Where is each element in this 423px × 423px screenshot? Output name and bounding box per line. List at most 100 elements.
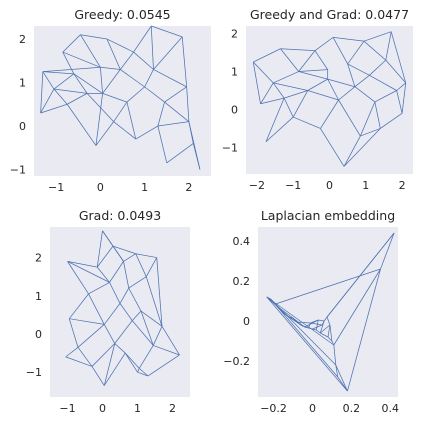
graph-edge [128,287,142,312]
graph-edge [164,86,187,103]
graph-edge [338,99,361,137]
graph-edge [156,257,163,327]
graph-edge [62,51,75,74]
graph-edge [380,112,403,129]
x-tick-label: 1 [141,181,148,194]
graph-edge [275,268,381,305]
y-tick-label: 1 [19,77,26,90]
grad-network-panel: Grad: 0.0493 −1 0 1 2 −1 0 1 2 [26,208,190,415]
graph-edge [284,90,308,99]
graph-edge [347,268,381,392]
graph-edge [312,328,317,331]
graph-edge [86,93,114,122]
graph-edge [88,282,110,295]
graph-edge [157,101,165,127]
graph-edge [292,90,309,118]
graph-edge [314,37,334,51]
graph-edge [181,36,188,87]
graph-edge [91,366,105,386]
graph-edge [103,343,116,386]
panel-title: Laplacian embedding [261,208,395,223]
y-tick-label: −1 [222,141,238,154]
graph-edge [312,324,323,330]
graph-edge [123,253,136,262]
y-tick-label: 0 [19,120,26,133]
graph-edge [144,86,165,103]
graph-edge [133,25,152,53]
graph-edge [150,25,154,70]
graph-edge [380,232,395,270]
graph-edge [124,352,138,373]
graph-edge [128,276,147,289]
graph-edge [316,329,321,334]
graph-edge [333,344,337,366]
graph-edge [279,307,294,319]
graph-edge [140,310,163,327]
x-tick-label: −0.2 [260,402,287,415]
plot-area [34,26,211,176]
graph-edge [390,31,407,84]
graph-edge [112,245,124,262]
y-tick-label: −0.2 [223,355,250,368]
graph-edge [157,125,168,164]
graph-edge [260,97,285,105]
y-tick-label: −1 [26,366,42,379]
graph-edge [42,71,55,90]
graph-edge [120,69,145,88]
panel-title: Grad: 0.0493 [79,208,161,223]
graph-edge [374,90,397,103]
graph-edge [113,121,137,140]
graph-edge [53,88,88,94]
x-tick-label: 0.4 [381,402,399,415]
graph-edge [321,320,325,326]
x-tick-label: −1 [48,181,64,194]
graph-edge [114,320,133,344]
graph-edge [265,97,285,142]
graph-edge [347,63,356,87]
graph-edge [307,78,328,91]
graph-edge [135,253,157,258]
laplacian-embedding-panel: Laplacian embedding −0.2 0 0.2 0.4 −0.2 0 0.2 0.… [223,208,399,415]
graph-edge [363,40,387,61]
graph-edge [103,303,121,325]
graph-edge [151,25,183,38]
graph-edge [137,368,140,373]
panel-title: Greedy and Grad: 0.0477 [250,7,409,22]
graph-edge [135,125,159,140]
graph-edge [396,90,403,114]
graph-edge [369,59,387,76]
graph-edge [109,282,121,304]
y-tick-label: 0.2 [233,275,251,288]
graph-edge [68,293,89,319]
graph-edge [133,51,154,70]
graph-edge [401,82,407,114]
graph-edge [320,128,345,167]
graph-edge [327,336,333,342]
x-tick-label: 2 [169,402,176,415]
y-tick-label: −1 [10,163,26,176]
graph-edge [131,310,142,321]
graph-edge [319,324,331,334]
plot-area [50,227,190,397]
graph-edge [338,86,356,101]
graph-edge [119,287,130,304]
graph-edge [112,245,136,255]
graph-edge [109,261,124,283]
x-tick-label: 0 [326,179,333,192]
graph-edge [266,296,335,346]
y-tick-label: 0 [35,328,42,341]
graph-edge [153,36,183,70]
graph-edge [53,88,68,105]
graph-edge [131,320,154,346]
x-tick-label: 0.2 [343,402,361,415]
graph-edge [144,69,154,88]
graph-edge [100,66,121,70]
graph-edge [343,135,361,167]
graph-edge [91,343,116,367]
graph-edge [329,324,333,342]
graph-edge [360,101,376,137]
graph-edge [335,364,339,378]
graph-edge [347,63,370,76]
graph-edge [273,71,299,84]
